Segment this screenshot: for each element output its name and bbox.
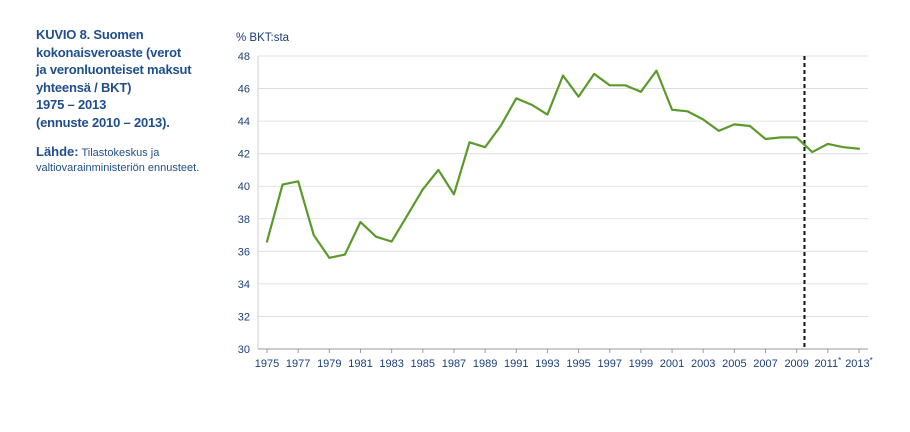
x-tick-label-2007: 2007 — [753, 358, 777, 370]
x-tick-label-2013: 2013* — [845, 356, 873, 370]
data-point-2005 — [733, 123, 735, 125]
x-tick-label-1989: 1989 — [473, 358, 497, 370]
x-tick-label-2005: 2005 — [722, 358, 746, 370]
data-point-1977 — [297, 180, 299, 182]
axes — [257, 56, 868, 350]
x-tick-label-2009: 2009 — [784, 358, 808, 370]
y-tick-label-30: 30 — [238, 344, 250, 356]
data-point-1980 — [344, 253, 346, 255]
data-point-1984 — [406, 214, 408, 216]
data-point-1999 — [640, 91, 642, 93]
x-tick-label-1997: 1997 — [597, 358, 621, 370]
y-tick-label-46: 46 — [238, 84, 250, 96]
x-tick-label-1981: 1981 — [348, 358, 372, 370]
data-point-2001 — [671, 109, 673, 111]
data-point-1975 — [266, 240, 268, 242]
data-point-2009 — [796, 136, 798, 138]
data-point-2011 — [827, 143, 829, 145]
y-axis-ticks: 30 32 34 36 38 40 42 44 46 48 — [238, 51, 250, 356]
data-point-1991 — [515, 97, 517, 99]
x-tick-label-1979: 1979 — [317, 358, 341, 370]
data-point-2004 — [718, 130, 720, 132]
data-point-1983 — [391, 240, 393, 242]
source-text: Tilastokeskus ja valtiovarainministeriön… — [36, 146, 200, 174]
y-tick-label-34: 34 — [238, 279, 250, 291]
x-tick-label-2001: 2001 — [660, 358, 684, 370]
data-point-1978 — [313, 234, 315, 236]
x-tick-label-1999: 1999 — [629, 358, 653, 370]
figure-caption: KUVIO 8. Suomen kokonaisveroaste (verot … — [36, 26, 236, 176]
data-point-1976 — [281, 183, 283, 185]
figure-source: Lähde: Tilastokeskus ja valtiovarainmini… — [36, 144, 236, 176]
data-point-1992 — [531, 104, 533, 106]
x-tick-label-2011: 2011* — [814, 356, 841, 370]
x-tick-label-1991: 1991 — [504, 358, 528, 370]
y-tick-label-40: 40 — [238, 181, 250, 193]
y-tick-label-38: 38 — [238, 214, 250, 226]
x-tick-label-1983: 1983 — [379, 358, 403, 370]
x-tick-label-1993: 1993 — [535, 358, 559, 370]
data-point-1998 — [624, 84, 626, 86]
data-point-1986 — [437, 169, 439, 171]
data-point-1995 — [577, 96, 579, 98]
y-tick-label-44: 44 — [238, 116, 250, 128]
y-tick-label-32: 32 — [238, 311, 250, 323]
data-point-1988 — [468, 141, 470, 143]
x-tick-label-2003: 2003 — [691, 358, 715, 370]
x-axis-ticks: 1975 1977 1979 1981 1983 1985 1987 1989 1991 1993… — [255, 349, 873, 370]
series-group — [265, 69, 861, 259]
x-tick-label-1987: 1987 — [442, 358, 466, 370]
data-point-1982 — [375, 236, 377, 238]
data-point-1985 — [422, 188, 424, 190]
data-point-1987 — [453, 193, 455, 195]
data-point-2000 — [655, 70, 657, 72]
data-point-2006 — [749, 125, 751, 127]
y-tick-label-42: 42 — [238, 149, 250, 161]
data-point-1981 — [359, 221, 361, 223]
x-tick-label-1975: 1975 — [255, 358, 279, 370]
data-point-1997 — [609, 84, 611, 86]
data-point-2007 — [764, 138, 766, 140]
grid-lines — [258, 55, 868, 317]
x-tick-label-1977: 1977 — [286, 358, 310, 370]
data-point-2002 — [687, 110, 689, 112]
data-point-2012 — [842, 146, 844, 148]
data-point-1993 — [546, 114, 548, 116]
data-point-2008 — [780, 136, 782, 138]
data-point-2003 — [702, 118, 704, 120]
data-point-1989 — [484, 146, 486, 148]
data-point-2013 — [858, 148, 860, 150]
series-line-0 — [265, 69, 861, 259]
y-tick-label-48: 48 — [238, 51, 250, 63]
data-point-1990 — [500, 125, 502, 127]
data-point-2010 — [811, 151, 813, 153]
data-point-1979 — [328, 257, 330, 259]
x-tick-label-1985: 1985 — [411, 358, 435, 370]
data-point-1996 — [593, 73, 595, 75]
figure-title: KUVIO 8. Suomen kokonaisveroaste (verot … — [36, 27, 192, 130]
y-axis-unit-label: % BKT:sta — [236, 32, 290, 44]
data-point-1994 — [562, 74, 564, 76]
x-tick-label-1995: 1995 — [566, 358, 590, 370]
y-tick-label-36: 36 — [238, 246, 250, 258]
source-label: Lähde: — [36, 143, 79, 159]
